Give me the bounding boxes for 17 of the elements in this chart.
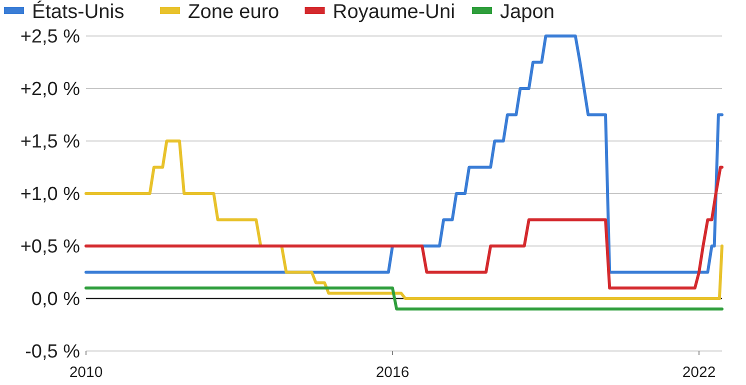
y-tick-label: -0,5 % [25, 342, 80, 363]
line-series [84, 140, 724, 300]
line-series [84, 166, 724, 290]
y-tick-label: 0,0 % [31, 289, 80, 310]
y-tick-label: +1,5 % [20, 132, 80, 153]
legend-label: Japon [500, 1, 554, 23]
y-tick-label: +2,0 % [20, 79, 80, 100]
line-series [84, 34, 724, 274]
legend-label: États-Unis [32, 0, 124, 23]
y-tick-label: +2,5 % [20, 26, 80, 48]
x-tick-label: 2022 [682, 364, 716, 381]
legend-label: Zone euro [188, 1, 280, 23]
x-tick-label: 2016 [376, 364, 410, 381]
legend-label: Royaume-Uni [332, 1, 456, 23]
y-tick-label: +0,5 % [20, 236, 80, 258]
y-tick-label: +1,0 % [20, 184, 80, 206]
x-tick-label: 2010 [69, 364, 103, 381]
